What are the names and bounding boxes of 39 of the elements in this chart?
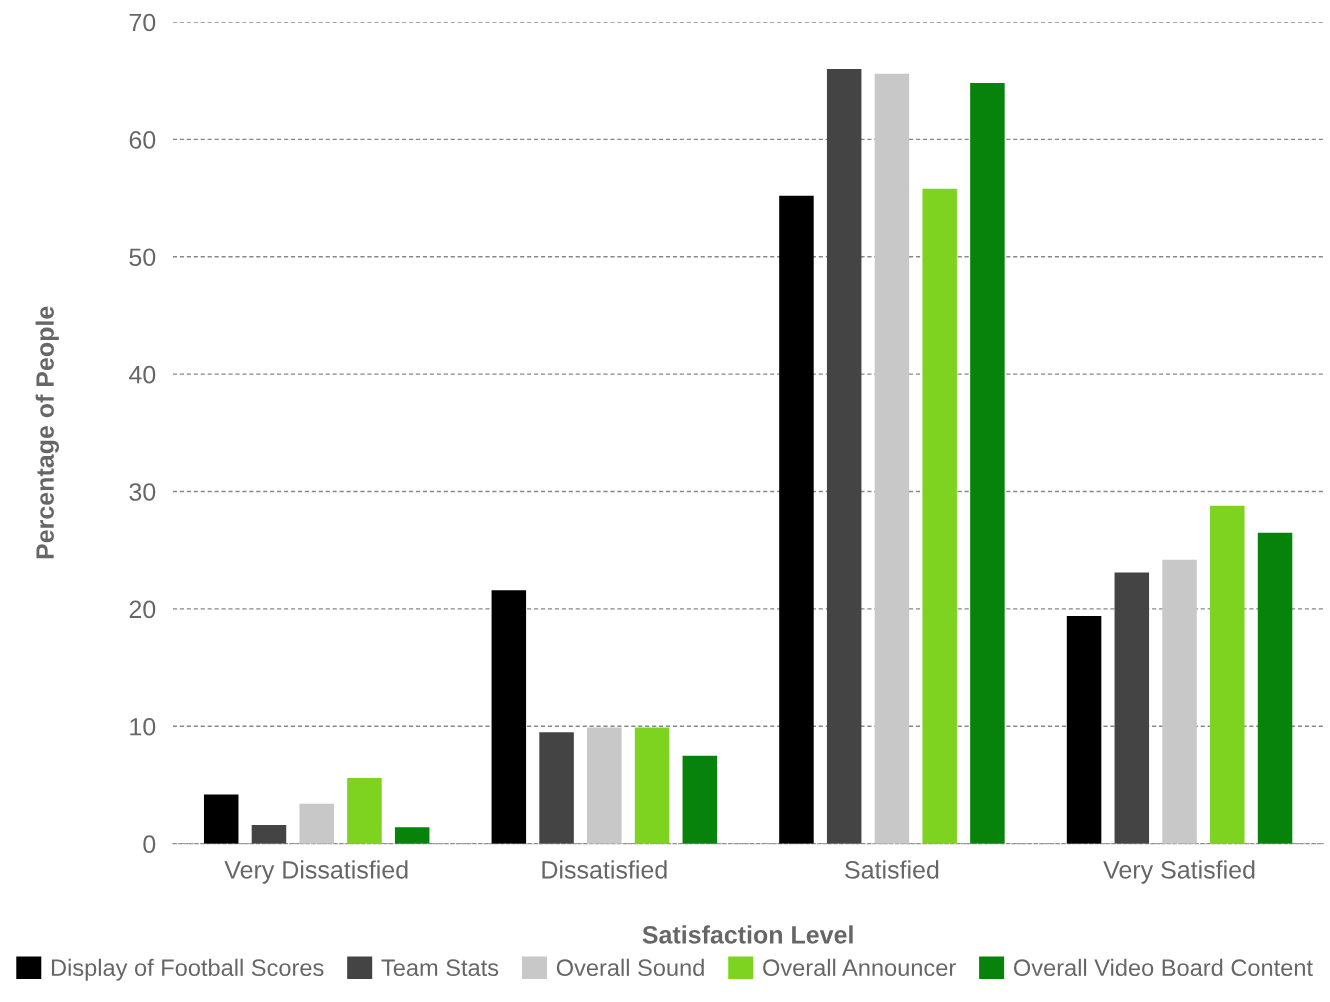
- y-tick-label: 30: [129, 483, 156, 501]
- x-tick-label: Dissatisfied: [542, 860, 667, 879]
- x-tick-label: Very Dissatisfied: [224, 860, 408, 884]
- bar: [1114, 572, 1150, 844]
- bar: [347, 777, 382, 844]
- x-tick-label: Satisfied: [845, 860, 939, 879]
- legend-label: Overall Video Board Content: [1014, 958, 1313, 977]
- y-axis-title: Percentage of People: [35, 306, 59, 559]
- legend-label: Overall Announcer: [763, 958, 956, 977]
- bar: [1162, 559, 1197, 844]
- bar: [1257, 532, 1293, 844]
- bar: [970, 83, 1005, 844]
- bar: [203, 794, 239, 844]
- y-tick-label: 10: [130, 717, 156, 736]
- bar: [682, 755, 718, 844]
- bar: [491, 590, 527, 844]
- y-tick-label: 40: [129, 365, 156, 384]
- bar: [1066, 615, 1102, 844]
- bar: [394, 827, 430, 844]
- bar: [634, 727, 670, 844]
- bar: [922, 188, 957, 844]
- y-tick-label: 0: [143, 835, 156, 853]
- x-tick-label: Very Satisfied: [1103, 860, 1255, 884]
- y-tick-label: 50: [129, 248, 156, 267]
- bar: [779, 195, 814, 844]
- bar: [299, 803, 334, 844]
- bar: [1210, 505, 1245, 844]
- legend-label: Display of Football Scores: [51, 958, 324, 981]
- y-tick-label: 20: [129, 600, 156, 619]
- legend-label: Team Stats: [381, 959, 499, 977]
- bar: [251, 824, 287, 844]
- bar: [587, 727, 622, 844]
- bar: [539, 732, 574, 844]
- bar: [874, 73, 910, 844]
- y-tick-label: 60: [129, 131, 156, 149]
- x-axis-title: Satisfaction Level: [642, 925, 853, 944]
- legend-label: Overall Sound: [556, 958, 704, 977]
- bar: [826, 68, 862, 844]
- y-tick-label: 70: [129, 13, 156, 32]
